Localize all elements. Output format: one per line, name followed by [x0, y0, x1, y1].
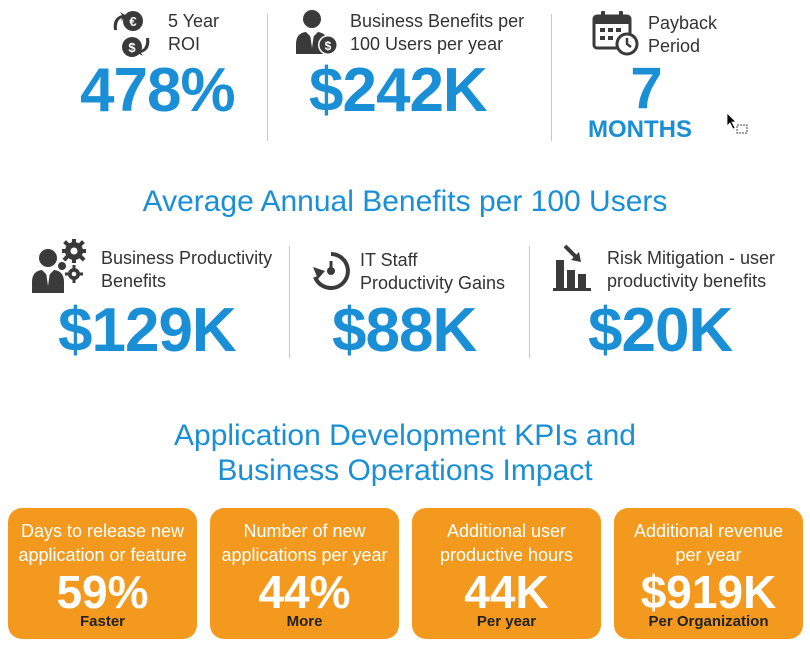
kpi-card-label-line2: applications per year	[221, 545, 388, 565]
kpi-card-label: Days to release new application or featu…	[8, 519, 197, 567]
risk-mitigation-value: $20K	[588, 296, 733, 365]
section-title-kpis: Application Development KPIs and Busines…	[0, 418, 810, 488]
roi-label-line2: ROI	[168, 34, 201, 54]
business-productivity-value: $129K	[58, 296, 237, 365]
it-staff-value: $88K	[332, 296, 477, 365]
person-gears-icon	[30, 238, 90, 294]
kpi-card-label-line1: Days to release new	[20, 521, 185, 541]
divider	[551, 14, 552, 141]
business-benefits-label-line2: 100 Users per year	[350, 34, 504, 54]
section-title-kpis-line1: Application Development KPIs and	[174, 419, 636, 452]
refresh-arrow-icon	[309, 249, 353, 293]
svg-text:$: $	[128, 40, 136, 55]
kpi-card-value: $919K	[640, 566, 777, 618]
it-staff-label: IT Staff Productivity Gains	[360, 249, 505, 295]
svg-text:$: $	[325, 39, 332, 53]
kpi-card-value: 59%	[56, 566, 149, 618]
it-staff-label-line1: IT Staff	[360, 250, 418, 270]
kpi-card-label-line1: Additional revenue	[633, 521, 784, 541]
kpi-card-label-line1: Additional user	[446, 521, 567, 541]
kpi-card-new-applications: Number of new applications per year 44% …	[210, 508, 399, 639]
business-benefits-label-line1: Business Benefits per	[350, 11, 525, 31]
kpi-card-label: Number of new applications per year	[210, 519, 399, 567]
divider	[267, 14, 268, 141]
kpi-card-label: Additional user productive hours	[412, 519, 601, 567]
kpi-card-sub: Faster	[79, 613, 126, 630]
risk-mitigation-label: Risk Mitigation - user productivity bene…	[607, 247, 775, 293]
divider	[289, 246, 290, 358]
kpi-card-label-line2: productive hours	[439, 545, 574, 565]
business-productivity-label: Business Productivity Benefits	[101, 247, 272, 293]
roi-value: 478%	[80, 56, 236, 125]
kpi-card-productive-hours: Additional user productive hours 44K Per…	[412, 508, 601, 639]
kpi-card-additional-revenue: Additional revenue per year $919K Per Or…	[614, 508, 803, 639]
payback-label-line1: Payback	[648, 13, 718, 33]
payback-value: 7	[630, 56, 662, 121]
payback-unit: MONTHS	[588, 116, 692, 143]
currency-exchange-icon: € $	[113, 11, 150, 57]
calendar-clock-icon	[592, 10, 640, 56]
it-staff-label-line2: Productivity Gains	[360, 273, 506, 293]
kpi-card-label: Additional revenue per year	[614, 519, 803, 567]
roi-icon: € $	[106, 10, 156, 58]
kpi-card-value: 44%	[258, 566, 351, 618]
svg-text:€: €	[129, 14, 136, 29]
kpi-card-label-line2: application or feature	[18, 545, 187, 565]
payback-label: Payback Period	[648, 12, 717, 58]
kpi-card-sub: More	[286, 613, 323, 630]
roi-label: 5 Year ROI	[168, 10, 219, 56]
business-productivity-label-line2: Benefits	[101, 271, 167, 291]
payback-label-line2: Period	[648, 36, 701, 56]
kpi-card-sub: Per year	[476, 613, 537, 630]
kpi-card-release-days: Days to release new application or featu…	[8, 508, 197, 639]
mouse-cursor-icon	[726, 112, 750, 136]
bar-chart-down-arrow-icon	[553, 244, 595, 292]
section-title-benefits: Average Annual Benefits per 100 Users	[142, 185, 668, 218]
divider	[529, 246, 530, 358]
businessman-dollar-icon: $	[294, 8, 340, 56]
kpi-card-label-line1: Number of new	[243, 521, 366, 541]
section-title-kpis-line2: Business Operations Impact	[217, 454, 593, 487]
kpi-card-label-line2: per year	[675, 545, 742, 565]
risk-mitigation-label-line2: productivity benefits	[607, 271, 767, 291]
roi-label-line1: 5 Year	[168, 11, 220, 31]
business-benefits-value: $242K	[309, 56, 488, 125]
kpi-card-sub: Per Organization	[648, 613, 769, 630]
kpi-card-value: 44K	[464, 566, 549, 618]
risk-mitigation-label-line1: Risk Mitigation - user	[607, 248, 776, 268]
business-benefits-label: Business Benefits per 100 Users per year	[350, 10, 524, 56]
business-productivity-label-line1: Business Productivity	[101, 248, 273, 268]
